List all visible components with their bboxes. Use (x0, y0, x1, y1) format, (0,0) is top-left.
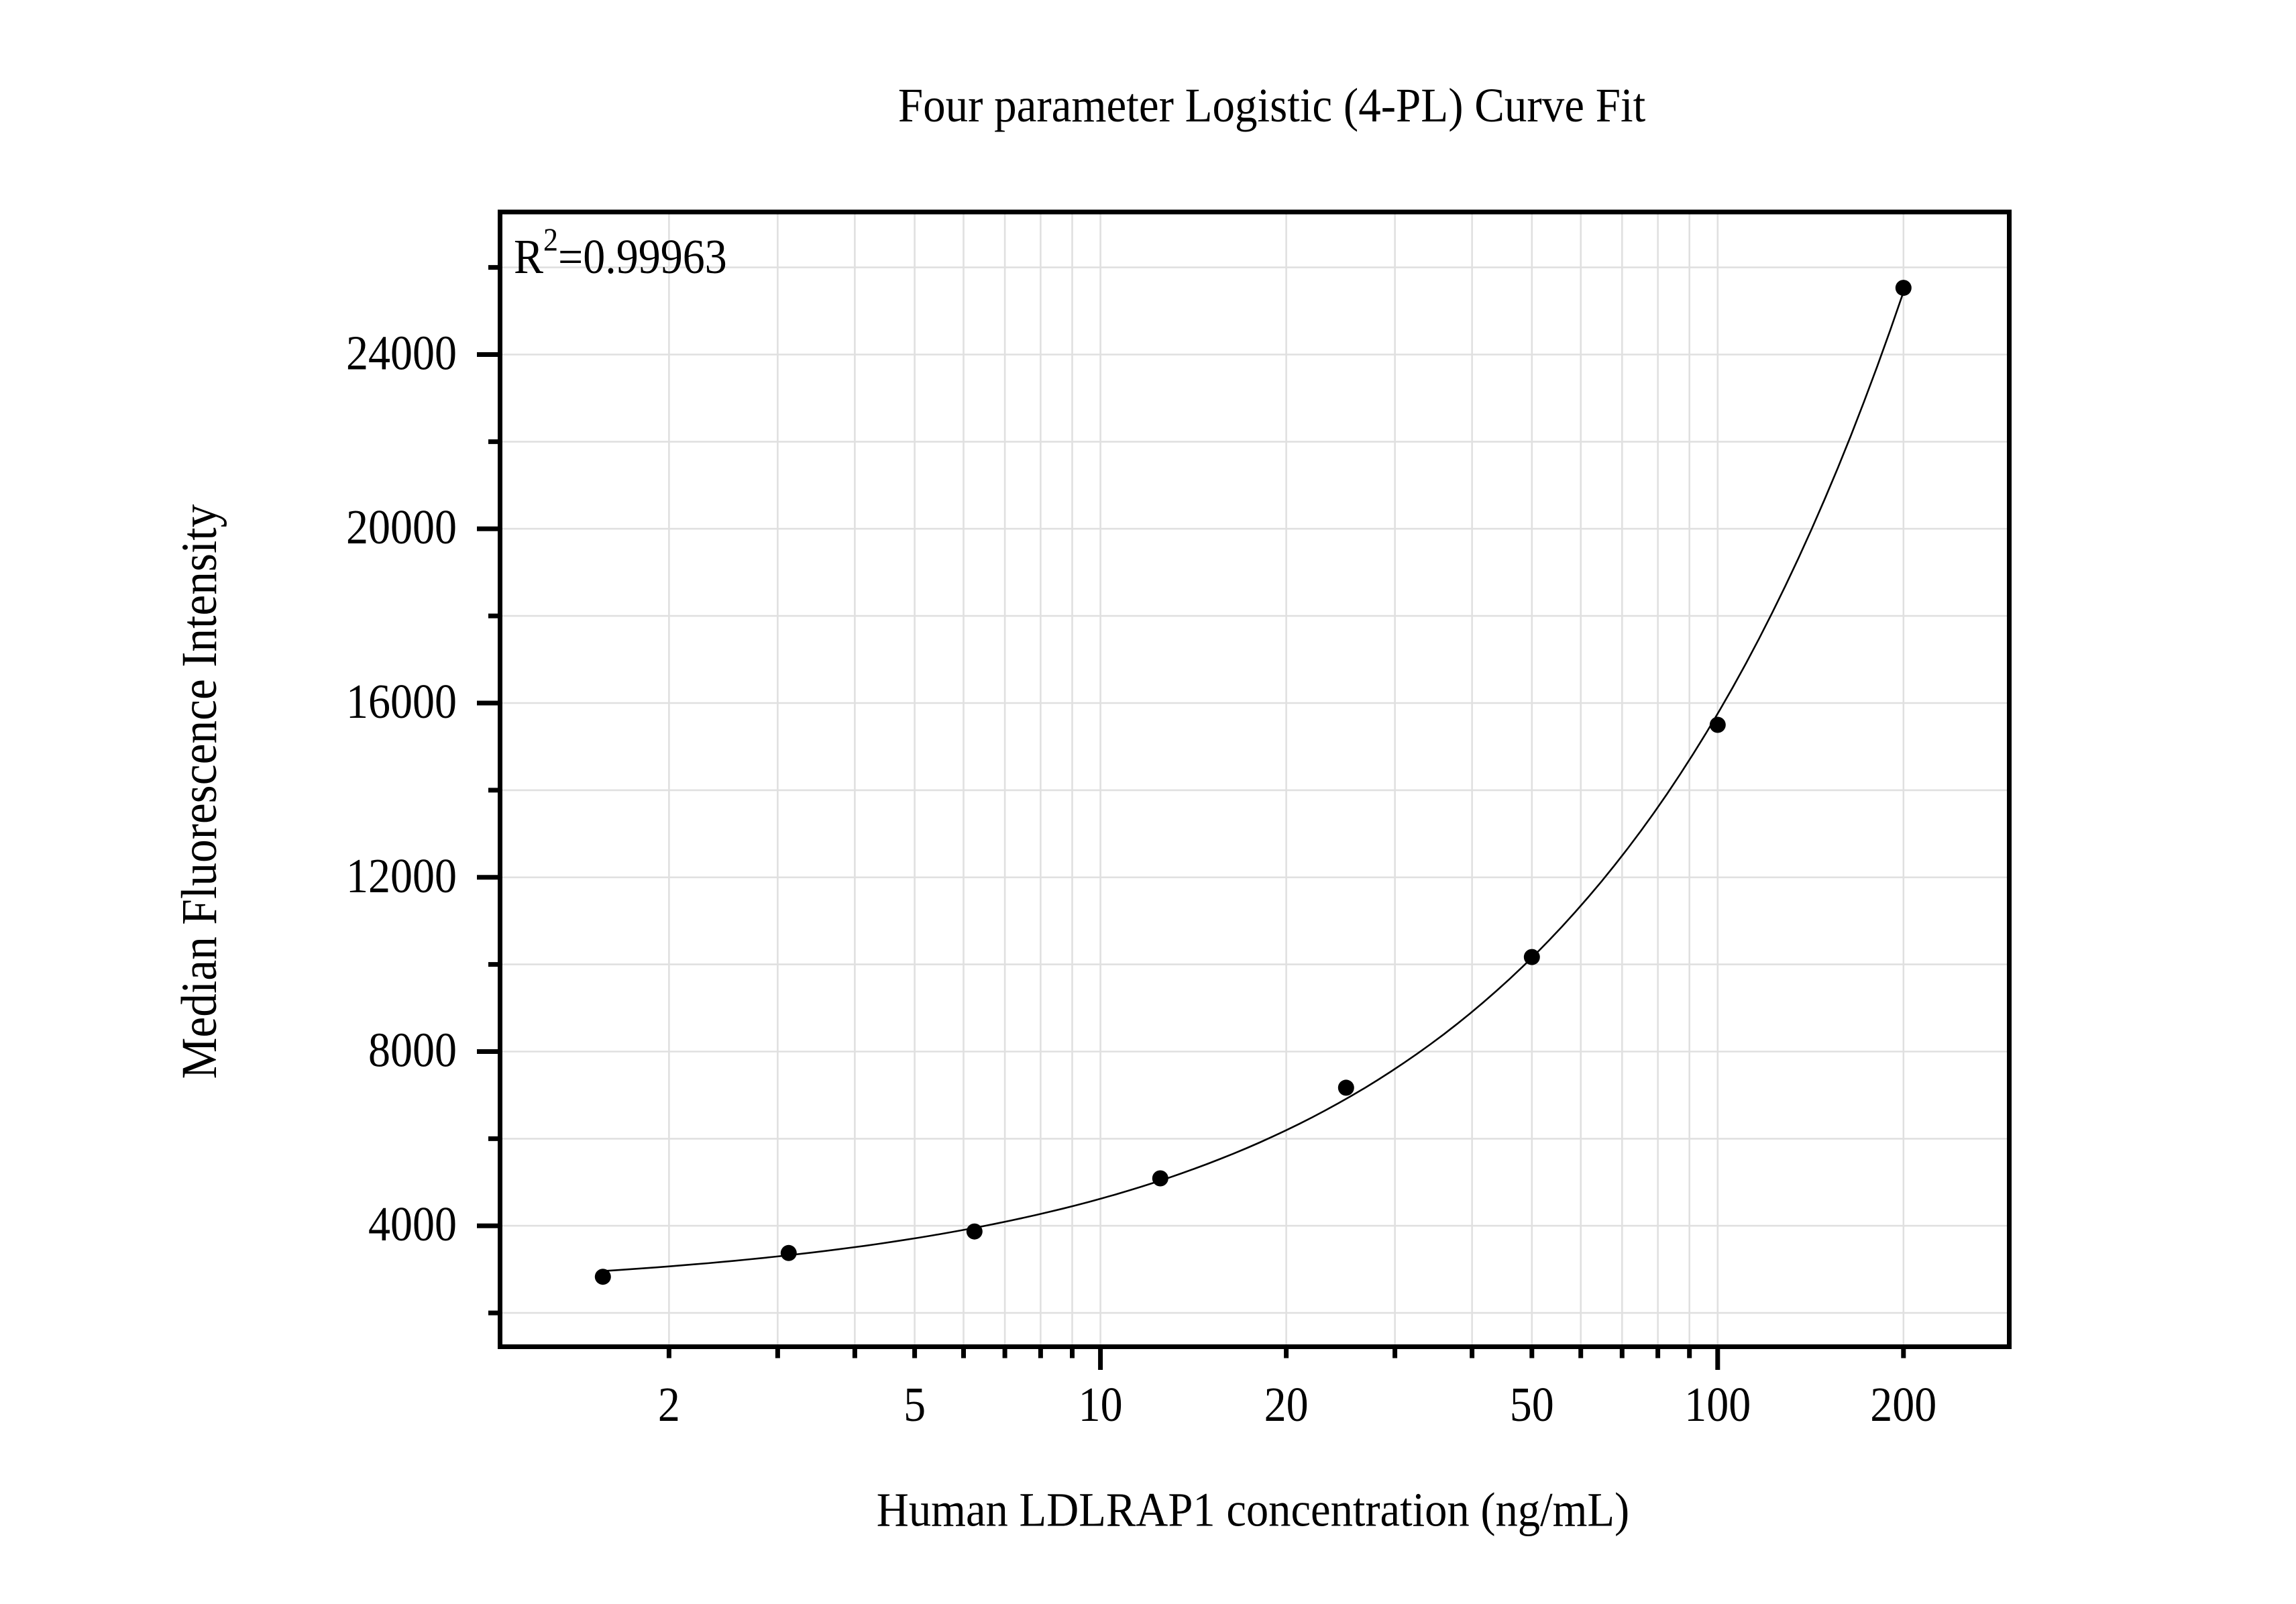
svg-text:R2=0.99963: R2=0.99963 (514, 223, 727, 284)
svg-text:Human LDLRAP1 concentration (n: Human LDLRAP1 concentration (ng/mL) (877, 1483, 1629, 1536)
svg-text:4000: 4000 (368, 1197, 457, 1252)
svg-text:24000: 24000 (346, 326, 457, 380)
svg-text:20: 20 (1264, 1378, 1309, 1432)
svg-text:16000: 16000 (346, 675, 457, 729)
svg-text:20000: 20000 (346, 500, 457, 555)
svg-text:Median Fluorescence Intensity: Median Fluorescence Intensity (172, 504, 227, 1079)
svg-text:Four parameter Logistic (4-PL): Four parameter Logistic (4-PL) Curve Fit (898, 79, 1645, 133)
svg-text:12000: 12000 (346, 849, 457, 904)
svg-text:50: 50 (1510, 1378, 1554, 1432)
svg-text:200: 200 (1870, 1378, 1936, 1432)
svg-text:10: 10 (1079, 1378, 1123, 1432)
svg-text:5: 5 (904, 1378, 926, 1432)
svg-text:8000: 8000 (368, 1023, 457, 1077)
svg-text:2: 2 (658, 1378, 680, 1432)
svg-text:100: 100 (1684, 1378, 1751, 1432)
